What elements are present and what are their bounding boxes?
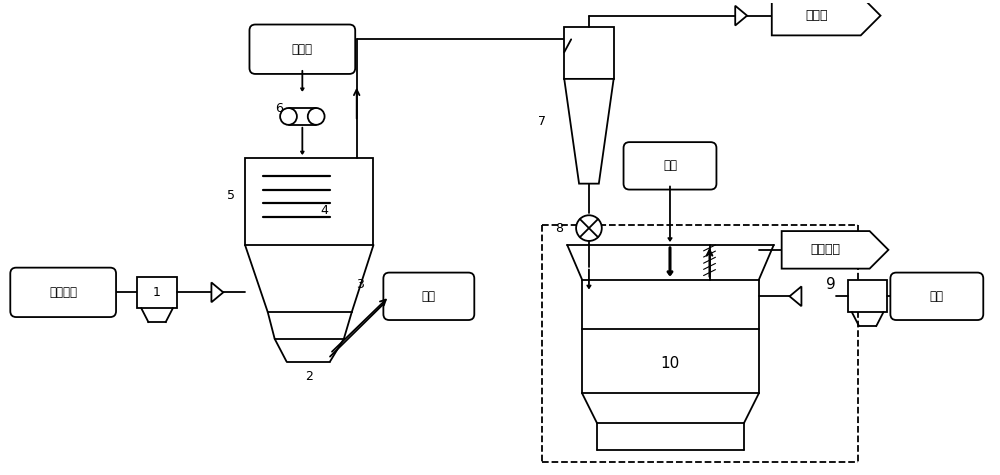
Bar (848, 281, 887, 312)
FancyBboxPatch shape (890, 273, 983, 320)
Text: 5: 5 (227, 189, 235, 202)
Text: 6: 6 (275, 102, 283, 115)
Circle shape (280, 108, 297, 125)
Polygon shape (790, 286, 801, 306)
Text: 3: 3 (356, 278, 364, 291)
Text: 去炉膛: 去炉膛 (805, 9, 828, 22)
Bar (137, 276, 177, 308)
Polygon shape (782, 231, 888, 269)
Bar (564, 28, 614, 79)
Text: 高温炉烟: 高温炉烟 (49, 286, 77, 299)
Text: 2: 2 (305, 370, 313, 383)
Polygon shape (772, 0, 880, 36)
Polygon shape (735, 6, 747, 26)
Text: 大气: 大气 (930, 290, 944, 303)
Bar (245, 158, 373, 245)
Text: 湿散料: 湿散料 (292, 43, 313, 56)
FancyBboxPatch shape (383, 273, 474, 320)
Text: 原煤: 原煤 (663, 159, 677, 172)
Text: 去燃烧器: 去燃烧器 (811, 243, 841, 256)
FancyBboxPatch shape (10, 267, 116, 317)
Text: 杂物: 杂物 (422, 290, 436, 303)
FancyBboxPatch shape (249, 25, 355, 74)
Circle shape (576, 215, 602, 241)
Text: 9: 9 (826, 277, 836, 292)
Circle shape (308, 108, 325, 125)
Text: 10: 10 (660, 356, 680, 371)
FancyBboxPatch shape (624, 142, 716, 190)
Polygon shape (564, 79, 614, 184)
Text: 1: 1 (153, 286, 161, 299)
Polygon shape (211, 283, 223, 302)
Text: 8: 8 (555, 222, 563, 235)
Text: 7: 7 (538, 115, 546, 128)
Text: 4: 4 (320, 204, 328, 217)
